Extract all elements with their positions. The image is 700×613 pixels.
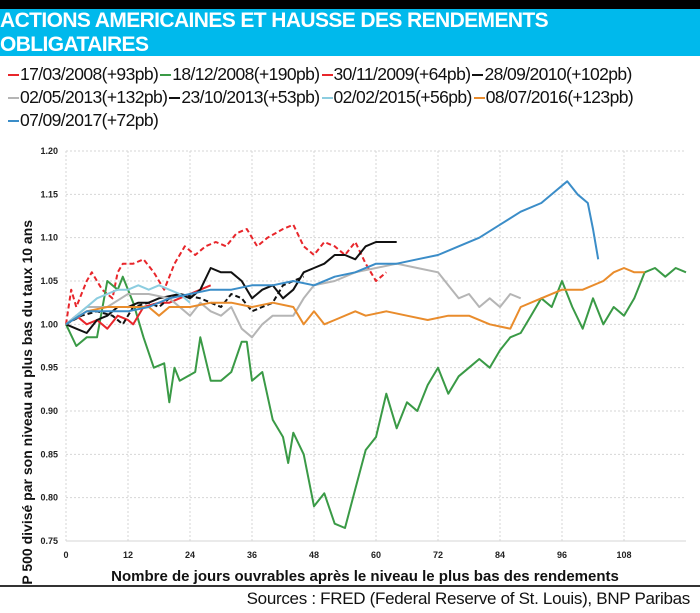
x-tick-label: 60 (371, 550, 381, 560)
legend-swatch (321, 97, 333, 100)
legend-swatch (321, 74, 333, 77)
legend-label: 02/02/2015(+56pb) (333, 87, 473, 107)
legend-label: 30/11/2009(+64pb) (333, 64, 472, 84)
x-tick-label: 24 (185, 550, 195, 560)
sources-note: Sources : FRED (Federal Reserve of St. L… (246, 589, 691, 608)
grid (65, 150, 686, 542)
legend-swatch (8, 120, 19, 123)
legend-item: 18/12/2008(+190pb) (160, 63, 320, 86)
legend-item: 28/09/2010(+102pb) (472, 63, 632, 86)
legend-item: 17/03/2008(+93pb) (8, 63, 159, 86)
y-tick-label: 0.75 (40, 536, 58, 546)
y-tick-label: 0.90 (40, 406, 58, 416)
legend-label: 18/12/2008(+190pb) (172, 64, 320, 84)
series-line-8 (65, 180, 600, 326)
x-tick-label: 84 (495, 550, 505, 560)
divider (0, 585, 700, 587)
legend-swatch (8, 97, 19, 100)
legend-swatch (169, 97, 181, 100)
legend-item: 08/07/2016(+123pb) (473, 86, 634, 109)
top-black-bar (0, 0, 700, 9)
y-tick-label: 0.80 (40, 493, 58, 503)
y-tick-label: 0.85 (40, 449, 58, 459)
axes: 0.75 0.80 0.85 0.90 0.95 1.00 1.05 1.10 1.15 1.20… (40, 146, 686, 560)
legend-item: 02/05/2013(+132pb) (8, 86, 168, 109)
y-tick-label: 1.10 (40, 233, 58, 243)
legend-label: 07/09/2017(+72pb) (20, 110, 159, 130)
legend-swatch (8, 74, 19, 77)
x-axis-label: Nombre de jours ouvrables après le nivea… (111, 568, 619, 585)
x-tick-label: 0 (63, 550, 68, 560)
series-line-1 (65, 267, 687, 529)
series-line-6 (65, 284, 191, 326)
legend-swatch (473, 97, 485, 100)
legend-label: 23/10/2013(+53pb) (181, 87, 320, 107)
chart-title: ACTIONS AMERICAINES ET HAUSSE DES RENDEM… (0, 9, 700, 56)
y-tick-label: 0.95 (40, 363, 58, 373)
x-tick-label: 36 (247, 550, 257, 560)
series-lines (65, 180, 687, 529)
legend-swatch (472, 74, 484, 77)
x-tick-label: 108 (616, 550, 631, 560)
legend-item: 23/10/2013(+53pb) (169, 86, 320, 109)
legend-item: 07/09/2017(+72pb) (8, 109, 159, 132)
chart-legend: 17/03/2008(+93pb) 18/12/2008(+190pb) 30/11… (8, 63, 698, 132)
legend-item: 30/11/2009(+64pb) (321, 63, 472, 86)
y-tick-label: 1.15 (40, 189, 58, 199)
series-line-7 (65, 267, 645, 330)
series-line-4 (65, 262, 522, 339)
y-tick-label: 1.20 (40, 146, 58, 156)
legend-label: 08/07/2016(+123pb) (485, 87, 634, 107)
y-tick-label: 1.00 (40, 319, 58, 329)
series-line-0 (65, 223, 387, 325)
legend-label: 02/05/2013(+132pb) (20, 87, 168, 107)
legend-label: 17/03/2008(+93pb) (20, 64, 159, 84)
y-tick-label: 1.05 (40, 276, 58, 286)
x-tick-label: 12 (123, 550, 133, 560)
legend-item: 02/02/2015(+56pb) (321, 86, 473, 109)
x-tick-label: 72 (433, 550, 443, 560)
y-axis-label: S&P 500 divisé par son niveau au plus ba… (19, 220, 35, 585)
legend-swatch (160, 74, 172, 77)
x-tick-label: 96 (557, 550, 567, 560)
line-chart: 0.75 0.80 0.85 0.90 0.95 1.00 1.05 1.10 1.15 1.20… (19, 146, 687, 585)
legend-label: 28/09/2010(+102pb) (484, 64, 632, 84)
x-tick-label: 48 (309, 550, 319, 560)
